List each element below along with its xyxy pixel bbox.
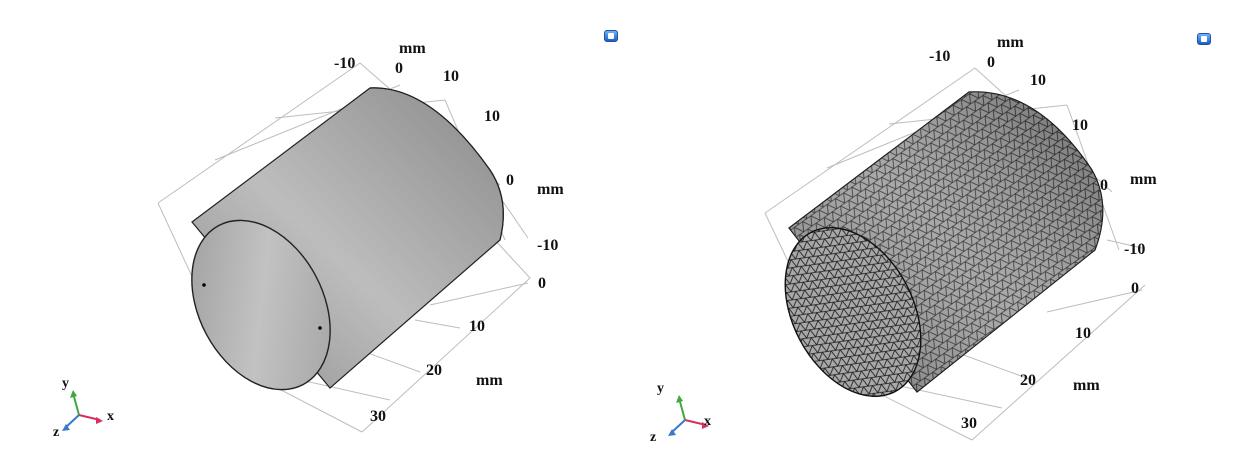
z-tick-0: 0: [506, 172, 514, 189]
triad-x-label: x: [704, 414, 711, 429]
triad-z-label: z: [650, 430, 657, 445]
z-axis-unit: mm: [1130, 171, 1157, 188]
axis-triad: [62, 390, 103, 431]
triad-x-label: x: [107, 409, 114, 424]
view-icon[interactable]: [604, 30, 618, 42]
x-tick-0: 0: [538, 275, 546, 292]
y-tick-10: 10: [443, 68, 459, 85]
x-tick-30: 30: [961, 415, 977, 432]
geometry-view[interactable]: mm -10 0 10 10 0 mm -10 0 10 20 mm 30 y …: [0, 0, 618, 457]
cylinder-back-edge: [369, 87, 504, 241]
mesh-canvas: [668, 67, 1146, 441]
axis-triad: [668, 395, 709, 436]
z-tick-10: 10: [484, 108, 500, 125]
triad-z-label: z: [53, 425, 60, 440]
cylinder-front-cap: [191, 219, 331, 391]
z-axis-unit: mm: [537, 181, 564, 198]
mesh-view[interactable]: mm -10 0 10 10 0 mm -10 0 10 20 mm 30 y …: [617, 0, 1234, 457]
view-icon[interactable]: [1197, 33, 1211, 45]
z-tick-10: 10: [1072, 117, 1088, 134]
triad-y-label: y: [657, 381, 664, 396]
y-axis-unit: mm: [399, 40, 426, 57]
y-tick-0: 0: [987, 54, 995, 71]
geometry-canvas: [62, 62, 531, 433]
x-tick-30: 30: [370, 408, 386, 425]
y-tick-m10: -10: [929, 48, 951, 65]
mesh-cylinder-front-cap: [784, 226, 922, 398]
x-axis-unit: mm: [1073, 377, 1100, 394]
x-tick-10: 10: [469, 318, 485, 335]
x-axis-unit: mm: [476, 372, 503, 389]
y-axis-unit: mm: [997, 34, 1024, 51]
triad-y-label: y: [62, 376, 69, 391]
z-tick-0: 0: [1100, 177, 1108, 194]
x-tick-0: 0: [1131, 280, 1139, 297]
y-tick-m10: -10: [334, 55, 356, 72]
x-tick-10: 10: [1075, 325, 1091, 342]
y-tick-10: 10: [1030, 72, 1046, 89]
x-tick-20: 20: [426, 362, 442, 379]
x-tick-20: 20: [1020, 372, 1036, 389]
z-tick-m10: -10: [1124, 241, 1146, 258]
y-tick-0: 0: [395, 60, 403, 77]
z-tick-m10: -10: [537, 237, 559, 254]
